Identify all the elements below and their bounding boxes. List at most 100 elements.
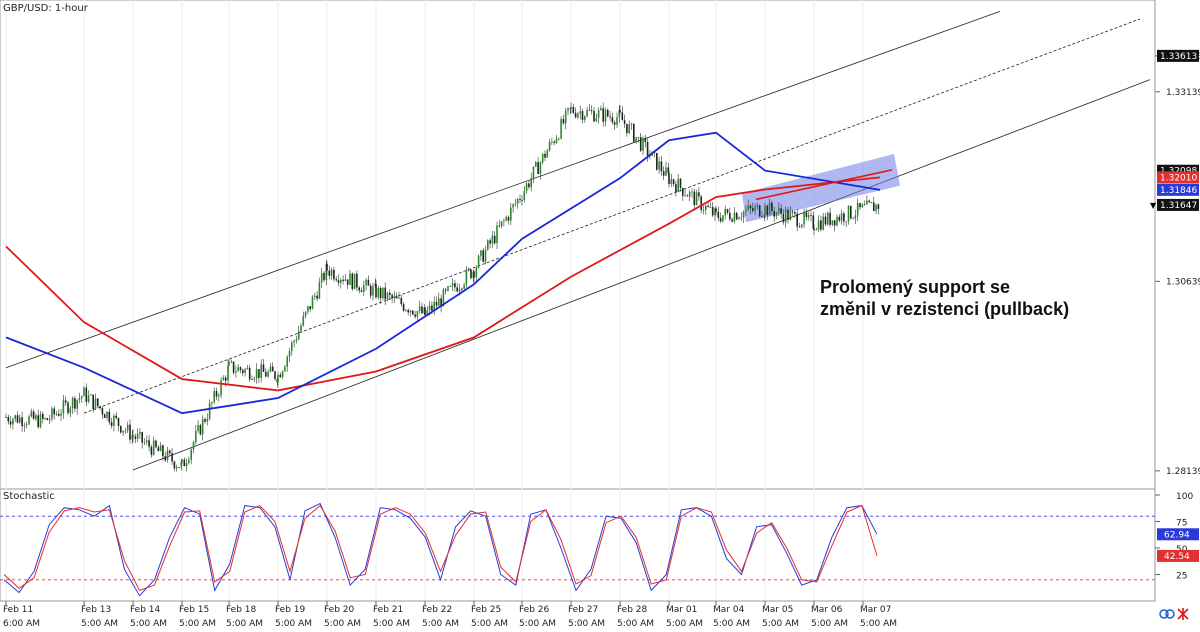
candle-body	[224, 377, 227, 381]
candle-body	[405, 310, 407, 311]
candle-body	[92, 394, 94, 410]
candle-body	[758, 205, 761, 217]
candle-body	[162, 445, 164, 457]
candle-body	[389, 292, 391, 295]
candle-body	[185, 462, 188, 467]
candle-body	[528, 183, 530, 188]
candle-body	[269, 366, 272, 372]
price-label: 1.33139	[1166, 88, 1200, 98]
stoch-label: 75	[1176, 519, 1187, 529]
candle-body	[180, 461, 183, 468]
candle-body	[791, 211, 794, 213]
candle-body	[766, 205, 769, 216]
candle-body	[418, 306, 421, 311]
candle-body	[150, 446, 153, 455]
candle-body	[609, 116, 611, 118]
candle-body	[438, 298, 440, 306]
candle-body	[738, 217, 740, 220]
candle-body	[230, 361, 233, 363]
candle-body	[113, 415, 115, 426]
candle-body	[353, 273, 356, 289]
link-icon[interactable]	[1159, 609, 1175, 619]
candle-body	[843, 213, 845, 222]
candle-body	[588, 109, 591, 111]
candle-body	[12, 419, 14, 425]
candle-body	[325, 263, 328, 281]
candle-body	[369, 285, 372, 296]
candle-body	[69, 408, 72, 414]
candle-body	[400, 297, 403, 305]
candle-body	[836, 216, 838, 226]
candle-body	[626, 123, 628, 134]
candle-body	[267, 371, 269, 377]
candle-body	[717, 211, 720, 218]
candle-body	[731, 219, 733, 222]
candle-body	[675, 184, 677, 192]
candle-body	[752, 208, 754, 211]
candle-body	[222, 377, 225, 381]
candle-body	[377, 287, 380, 298]
candle-body	[94, 398, 97, 410]
candle-body	[682, 188, 684, 196]
channel-middle	[83, 18, 1141, 414]
candle-body	[51, 408, 53, 420]
candle-body	[572, 106, 575, 113]
candle-body	[493, 235, 496, 244]
candle-body	[101, 408, 104, 415]
candle-body	[349, 273, 351, 285]
candle-body	[23, 425, 26, 427]
candle-body	[807, 214, 810, 218]
candle-body	[507, 217, 510, 221]
candle-body	[644, 137, 647, 143]
candle-body	[32, 411, 35, 419]
candle-body	[564, 110, 567, 124]
candle-body	[248, 367, 251, 380]
candle-body	[815, 229, 818, 231]
stoch-label: 25	[1176, 572, 1187, 582]
last-price-marker: ▼	[1150, 201, 1157, 210]
candle-body	[60, 413, 62, 416]
pin-icon[interactable]	[1177, 608, 1189, 620]
candle-body	[541, 153, 544, 163]
candle-body	[709, 206, 712, 208]
candle-body	[604, 109, 607, 122]
candle-body	[181, 459, 183, 462]
candle-body	[822, 216, 824, 230]
price-tag-label: 1.31846	[1160, 186, 1197, 196]
candle-body	[143, 442, 146, 443]
candle-body	[747, 205, 749, 210]
candle-body	[148, 440, 150, 447]
candle-body	[749, 205, 752, 209]
candle-body	[820, 220, 822, 230]
candle-body	[805, 212, 808, 218]
candle-body	[328, 270, 331, 276]
stoch-k-line	[3, 502, 878, 597]
candle-body	[304, 311, 307, 316]
stoch-tag-label: 42.54	[1164, 552, 1190, 562]
candle-body	[801, 224, 803, 227]
time-label: 5:00 AM	[275, 619, 312, 628]
candle-body	[729, 212, 731, 220]
annotation-line-1: Prolomený support se	[820, 277, 1011, 297]
annotation-line-2: změnil v rezistenci (pullback)	[820, 299, 1070, 319]
time-label: 5:00 AM	[324, 619, 361, 628]
candle-body	[525, 183, 528, 192]
candle-body	[679, 178, 682, 189]
candle-body	[579, 111, 581, 114]
candle-body	[44, 418, 46, 420]
candle-body	[639, 137, 642, 151]
candle-body	[183, 459, 186, 467]
candle-body	[152, 440, 155, 455]
candle-body	[340, 279, 342, 283]
time-label: 5:00 AM	[811, 619, 848, 628]
candle-body	[662, 171, 665, 176]
time-label: 5:00 AM	[471, 619, 508, 628]
candle-body	[262, 364, 265, 372]
candle-body	[465, 269, 468, 285]
candle-body	[496, 225, 498, 244]
candle-body	[560, 119, 562, 139]
candle-body	[845, 221, 847, 223]
candle-body	[812, 215, 815, 229]
candle-body	[232, 361, 235, 373]
candle-body	[555, 138, 558, 143]
